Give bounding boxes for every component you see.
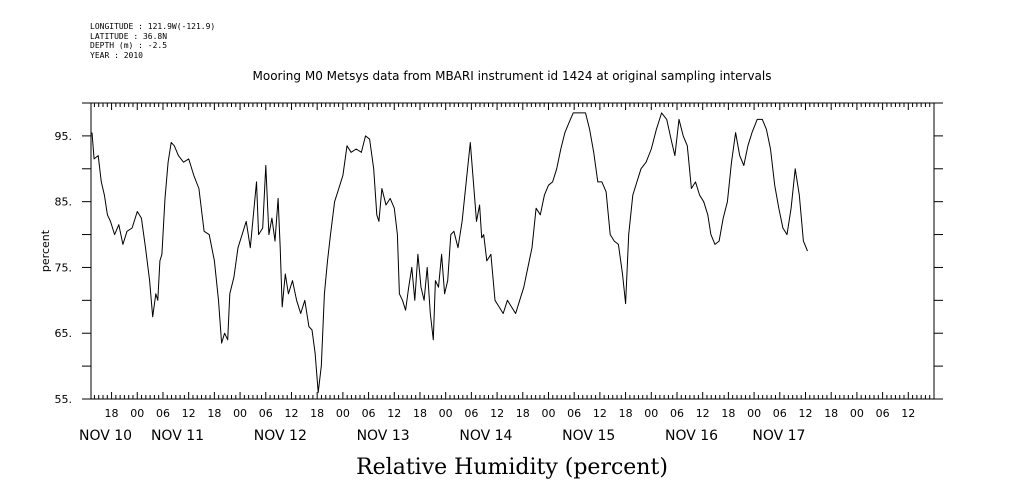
x-tick-label: 18 (619, 407, 633, 420)
x-tick-label: 12 (387, 407, 401, 420)
x-tick-label: 00 (747, 407, 761, 420)
y-tick-label: 65. (55, 327, 73, 340)
x-tick-label: 12 (696, 407, 710, 420)
chart-title: Mooring M0 Metsys data from MBARI instru… (253, 69, 772, 83)
x-day-label: NOV 12 (254, 428, 307, 444)
y-tick-label: 55. (55, 393, 73, 406)
x-tick-label: 12 (182, 407, 196, 420)
y-tick-label: 85. (55, 196, 73, 209)
x-tick-label: 18 (105, 407, 119, 420)
x-tick-label: 18 (516, 407, 530, 420)
series-layer (91, 112, 808, 393)
x-tick-label: 12 (901, 407, 915, 420)
plot-frame (90, 102, 935, 400)
latitude-text: LATITUDE : 36.8N (90, 31, 168, 41)
x-day-label: NOV 17 (752, 428, 805, 444)
x-tick-label: 12 (798, 407, 812, 420)
x-tick-label: 00 (233, 407, 247, 420)
x-day-label: NOV 10 (79, 428, 132, 444)
x-axis-title: Relative Humidity (percent) (356, 455, 668, 480)
y-tick-label: 95. (55, 130, 73, 143)
x-tick-label: 06 (567, 407, 581, 420)
y-tick-label: 75. (55, 261, 73, 274)
x-tick-label: 18 (721, 407, 735, 420)
x-tick-label: 06 (259, 407, 273, 420)
x-tick-label: 00 (850, 407, 864, 420)
humidity-series-line (91, 112, 808, 393)
x-tick-label: 18 (207, 407, 221, 420)
x-tick-label: 18 (413, 407, 427, 420)
x-day-label: NOV 15 (562, 428, 615, 444)
y-axis-title: percent (39, 229, 52, 272)
x-tick-label: 00 (336, 407, 350, 420)
x-tick-label: 12 (284, 407, 298, 420)
year-text: YEAR : 2010 (90, 50, 143, 60)
x-tick-label: 06 (670, 407, 684, 420)
x-tick-label: 18 (310, 407, 324, 420)
x-tick-label: 06 (876, 407, 890, 420)
x-tick-label: 12 (490, 407, 504, 420)
location-metadata: LONGITUDE : 121.9W(-121.9) LATITUDE : 36… (90, 22, 215, 60)
x-tick-label: 06 (773, 407, 787, 420)
x-tick-label: 12 (593, 407, 607, 420)
x-day-label: NOV 16 (665, 428, 718, 444)
x-tick-label: 00 (541, 407, 555, 420)
depth-text: DEPTH (m) : -2.5 (90, 41, 168, 50)
axis-ticks (82, 102, 943, 400)
axis-tick-labels: 18 00 06 12 18 00 06 12 18 00 06 12 18 00 06 12 18 00 06 12… (55, 130, 916, 444)
longitude-text: LONGITUDE : 121.9W(-121.9) (90, 22, 216, 31)
x-day-label: NOV 11 (151, 428, 204, 444)
x-tick-label: 18 (824, 407, 838, 420)
x-day-label: NOV 14 (459, 428, 512, 444)
x-tick-label: 00 (644, 407, 658, 420)
x-tick-label: 06 (156, 407, 170, 420)
x-day-label: NOV 13 (357, 428, 410, 444)
x-tick-label: 00 (130, 407, 144, 420)
x-tick-label: 06 (464, 407, 478, 420)
x-tick-label: 00 (439, 407, 453, 420)
x-tick-label: 06 (362, 407, 376, 420)
